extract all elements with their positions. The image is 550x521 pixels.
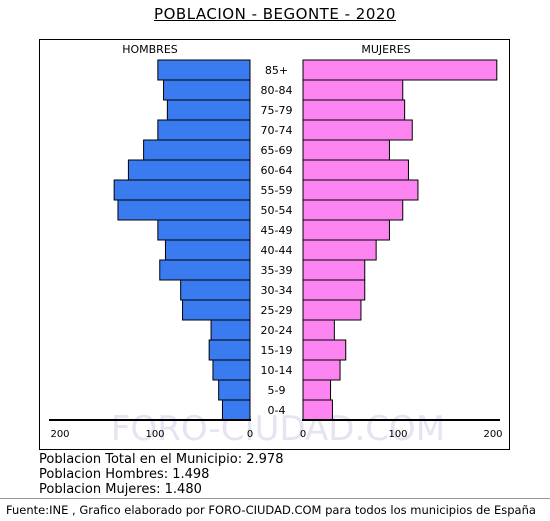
footer-text: Fuente:INE , Grafico elaborado por FORO-… <box>6 503 536 517</box>
bar-men-45-49 <box>157 219 251 241</box>
bar-women-15-19 <box>302 339 347 361</box>
age-label: 40-44 <box>261 244 293 257</box>
bar-men-80-84 <box>163 79 251 101</box>
left-header: HOMBRES <box>122 43 178 56</box>
bar-men-65-69 <box>143 139 251 161</box>
bar-women-60-64 <box>302 159 409 181</box>
age-label: 30-34 <box>261 284 293 297</box>
age-label: 5-9 <box>268 384 286 397</box>
age-label: 20-24 <box>261 324 293 337</box>
age-label: 15-19 <box>261 344 293 357</box>
age-label: 45-49 <box>261 224 293 237</box>
age-label: 0-4 <box>268 404 286 417</box>
bar-men-85+ <box>157 59 251 81</box>
watermark: FORO-CIUDAD.COM <box>111 409 445 449</box>
age-label: 60-64 <box>261 164 293 177</box>
right-header: MUJERES <box>361 43 410 56</box>
bar-men-75-79 <box>166 99 251 121</box>
age-label: 65-69 <box>261 144 293 157</box>
age-label: 55-59 <box>261 184 293 197</box>
bar-women-20-24 <box>302 319 335 341</box>
age-label: 50-54 <box>261 204 293 217</box>
bar-women-30-34 <box>302 279 366 301</box>
bar-women-70-74 <box>302 119 413 141</box>
bar-men-70-74 <box>157 119 251 141</box>
population-stats: Poblacion Total en el Municipio: 2.978 P… <box>39 452 283 497</box>
bar-men-35-39 <box>159 259 251 281</box>
bar-women-80-84 <box>302 79 404 101</box>
bar-women-85+ <box>302 59 498 81</box>
bar-women-10-14 <box>302 359 341 381</box>
age-label: 35-39 <box>261 264 293 277</box>
x-tick-right: 200 <box>483 429 502 440</box>
bar-men-40-44 <box>164 239 251 261</box>
age-label: 10-14 <box>261 364 293 377</box>
bar-women-65-69 <box>302 139 390 161</box>
age-label: 80-84 <box>261 84 293 97</box>
bar-women-50-54 <box>302 199 404 221</box>
bar-men-30-34 <box>180 279 251 301</box>
bar-men-5-9 <box>218 379 251 401</box>
bar-women-40-44 <box>302 239 377 261</box>
bar-men-55-59 <box>113 179 251 201</box>
bar-men-0-4 <box>221 399 251 421</box>
chart-frame: FORO-CIUDAD.COM HOMBRES MUJERES 85+ 80-84… <box>39 39 510 450</box>
bar-men-25-29 <box>182 299 251 321</box>
bar-women-35-39 <box>302 259 366 281</box>
x-tick-left: 0 <box>247 429 253 440</box>
bar-women-75-79 <box>302 99 406 121</box>
footer: Fuente:INE , Grafico elaborado por FORO-… <box>0 498 550 521</box>
bar-women-25-29 <box>302 299 362 321</box>
stat-men: Poblacion Hombres: 1.498 <box>39 467 210 482</box>
bar-women-0-4 <box>302 399 333 421</box>
bar-men-15-19 <box>208 339 251 361</box>
stat-women: Poblacion Mujeres: 1.480 <box>39 482 202 497</box>
age-label: 25-29 <box>261 304 293 317</box>
x-tick-left: 100 <box>145 429 164 440</box>
bar-men-60-64 <box>127 159 251 181</box>
pyramid-chart: FORO-CIUDAD.COM HOMBRES MUJERES 85+ 80-84… <box>49 43 503 449</box>
bar-women-5-9 <box>302 379 332 401</box>
x-tick-right: 0 <box>300 429 306 440</box>
age-label: 75-79 <box>261 104 293 117</box>
age-label: 85+ <box>265 64 288 77</box>
bar-women-55-59 <box>302 179 419 201</box>
chart-title: POBLACION - BEGONTE - 2020 <box>154 5 396 23</box>
bar-men-50-54 <box>117 199 251 221</box>
x-tick-left: 200 <box>50 429 69 440</box>
bar-men-20-24 <box>210 319 251 341</box>
bar-men-10-14 <box>212 359 251 381</box>
x-tick-right: 100 <box>388 429 407 440</box>
stat-total: Poblacion Total en el Municipio: 2.978 <box>39 452 284 467</box>
age-label: 70-74 <box>261 124 293 137</box>
bar-women-45-49 <box>302 219 390 241</box>
